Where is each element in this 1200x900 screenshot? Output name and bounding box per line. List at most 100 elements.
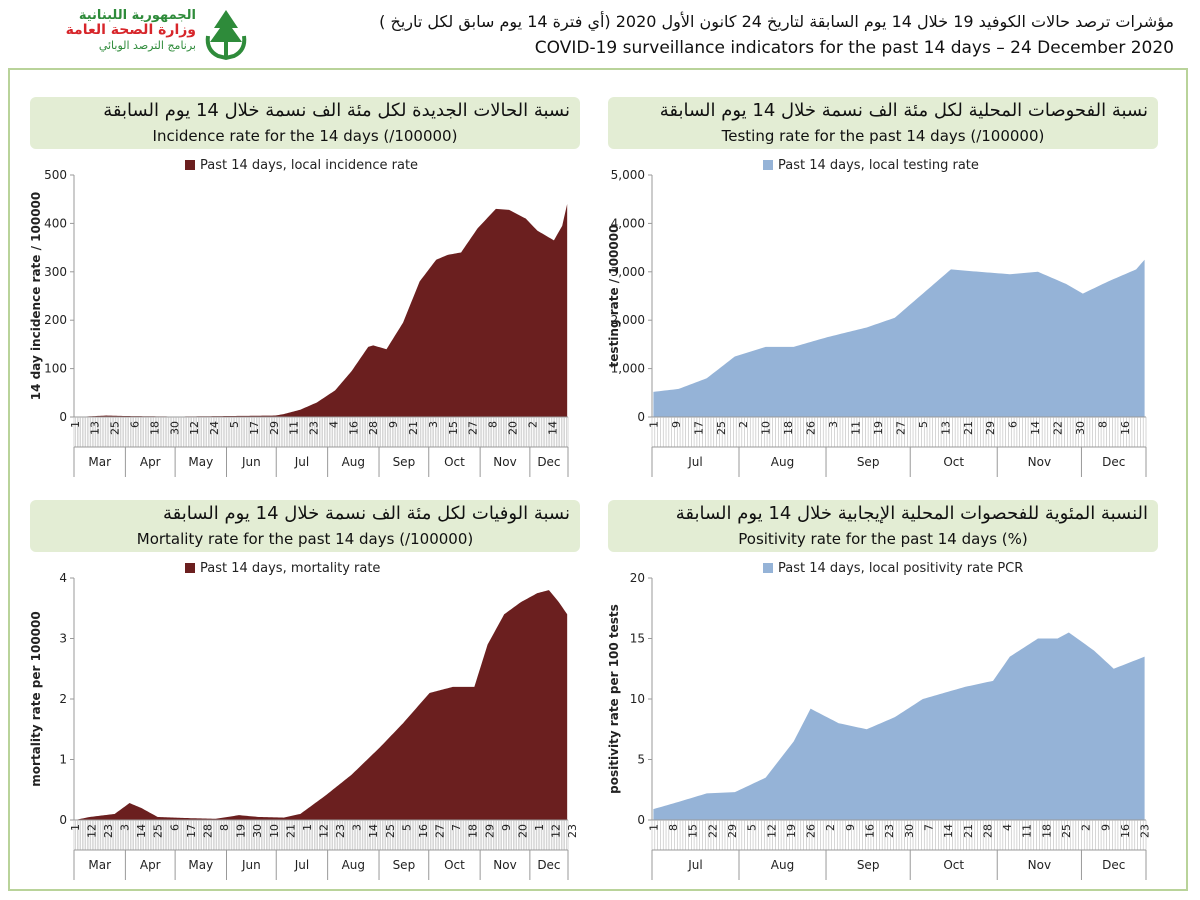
x-tick-label: 30 xyxy=(903,824,916,838)
panel-testing: نسبة الفحوصات المحلية لكل مئة الف نسمة خ… xyxy=(608,97,1158,492)
month-label: May xyxy=(188,858,213,872)
x-tick-label: 17 xyxy=(248,421,261,435)
x-tick-label: 12 xyxy=(85,824,98,838)
logo-line-program: برنامج الترصد الوبائي xyxy=(98,39,196,52)
logo-text: الجمهورية اللبنانية وزارة الصحة العامة ب… xyxy=(20,8,196,53)
x-tick-label: 12 xyxy=(188,421,201,435)
x-tick-label: 16 xyxy=(417,824,430,838)
legend-label: Past 14 days, local positivity rate PCR xyxy=(778,561,1023,576)
ministry-logo: الجمهورية اللبنانية وزارة الصحة العامة ب… xyxy=(20,6,260,64)
x-tick-label: 5 xyxy=(400,824,413,831)
y-tick-label: 2 xyxy=(59,692,67,706)
x-tick-label: 25 xyxy=(384,824,397,838)
x-tick-label: 11 xyxy=(288,421,301,435)
legend-label: Past 14 days, mortality rate xyxy=(200,561,380,576)
panel-title-english: Mortality rate for the past 14 days (/10… xyxy=(136,530,474,548)
panel-positivity: النسبة المئوية للفحصوات المحلية الإيجابي… xyxy=(608,500,1158,895)
cedar-hands-icon xyxy=(205,10,247,61)
legend-swatch xyxy=(763,563,773,573)
x-tick-label: 23 xyxy=(334,824,347,838)
y-tick-label: 300 xyxy=(44,265,67,279)
y-tick-label: 5 xyxy=(637,753,645,767)
x-tick-label: 17 xyxy=(692,421,705,435)
x-tick-label: 18 xyxy=(782,421,795,435)
header-title-arabic: مؤشرات ترصد حالات الكوفيد 19 خلال 14 يوم… xyxy=(379,12,1174,31)
x-tick-label: 2 xyxy=(737,421,750,428)
x-tick-label: 25 xyxy=(109,421,122,435)
x-tick-label: 16 xyxy=(864,824,877,838)
y-tick-label: 10 xyxy=(630,692,645,706)
panel-title-english: Positivity rate for the past 14 days (%) xyxy=(738,530,1028,548)
x-tick-label: 25 xyxy=(715,421,728,435)
legend-swatch xyxy=(185,160,195,170)
x-tick-label: 23 xyxy=(1139,824,1152,838)
x-tick-label: 3 xyxy=(827,421,840,428)
x-tick-label: 18 xyxy=(467,824,480,838)
x-day-ticks xyxy=(651,820,1147,850)
month-label: Dec xyxy=(1102,455,1125,469)
panel-title: النسبة المئوية للفحصوات المحلية الإيجابي… xyxy=(608,500,1158,552)
month-label: Oct xyxy=(444,858,465,872)
x-tick-label: 28 xyxy=(981,824,994,838)
dashboard-frame xyxy=(8,68,1188,891)
x-tick-label: 22 xyxy=(706,824,719,838)
y-tick-label: 15 xyxy=(630,632,645,646)
x-tick-label: 16 xyxy=(347,421,360,435)
x-tick-label: 5 xyxy=(917,421,930,428)
month-label: Aug xyxy=(771,858,794,872)
x-tick-label: 8 xyxy=(487,421,500,428)
y-tick-label: 1 xyxy=(59,753,67,767)
y-tick-label: 100 xyxy=(44,362,67,376)
x-tick-label: 1 xyxy=(647,421,660,428)
x-tick-label: 5 xyxy=(228,421,241,428)
series-area xyxy=(653,632,1145,820)
y-tick-label: 3,000 xyxy=(611,265,645,279)
x-tick-label: 27 xyxy=(434,824,447,838)
x-tick-label: 9 xyxy=(670,421,683,428)
month-label: Aug xyxy=(342,455,365,469)
x-tick-label: 6 xyxy=(129,421,142,428)
x-tick-label: 15 xyxy=(687,824,700,838)
y-tick-label: 1,000 xyxy=(611,362,645,376)
x-tick-label: 13 xyxy=(89,421,102,435)
month-label: Aug xyxy=(342,858,365,872)
x-tick-label: 18 xyxy=(1040,824,1053,838)
panel-title-arabic: النسبة المئوية للفحصوات المحلية الإيجابي… xyxy=(675,503,1148,524)
panel-incidence: نسبة الحالات الجديدة لكل مئة الف نسمة خل… xyxy=(30,97,580,492)
x-tick-label: 10 xyxy=(268,824,281,838)
y-tick-label: 4 xyxy=(59,571,67,585)
month-label: Oct xyxy=(444,455,465,469)
x-tick-label: 2 xyxy=(824,824,837,831)
x-tick-label: 3 xyxy=(427,421,440,428)
month-label: Jul xyxy=(687,858,702,872)
x-tick-label: 4 xyxy=(327,421,340,428)
month-label: Dec xyxy=(537,455,560,469)
month-label: Jul xyxy=(687,455,702,469)
x-tick-label: 30 xyxy=(251,824,264,838)
panel-mortality: نسبة الوفيات لكل مئة الف نسمة خلال 14 يو… xyxy=(30,500,580,895)
y-tick-label: 500 xyxy=(44,168,67,182)
legend-label: Past 14 days, local testing rate xyxy=(778,158,979,173)
month-label: Mar xyxy=(88,858,111,872)
panel-title: نسبة الحالات الجديدة لكل مئة الف نسمة خل… xyxy=(30,97,580,149)
y-tick-label: 2,000 xyxy=(611,313,645,327)
x-tick-label: 29 xyxy=(268,421,281,435)
x-tick-label: 19 xyxy=(872,421,885,435)
month-label: Sep xyxy=(857,858,880,872)
panel-title-english: Testing rate for the past 14 days (/1000… xyxy=(721,127,1045,145)
month-label: Jul xyxy=(294,455,309,469)
x-tick-label: 4 xyxy=(1001,824,1014,831)
x-tick-label: 7 xyxy=(922,824,935,831)
month-label: Jul xyxy=(294,858,309,872)
x-tick-label: 28 xyxy=(201,824,214,838)
y-tick-label: 4,000 xyxy=(611,216,645,230)
month-label: Apr xyxy=(140,455,161,469)
x-tick-label: 12 xyxy=(317,824,330,838)
x-tick-label: 29 xyxy=(984,421,997,435)
y-axis-label: positivity rate per 100 tests xyxy=(608,604,621,794)
x-day-ticks xyxy=(73,820,569,850)
month-label: Dec xyxy=(1102,858,1125,872)
x-tick-label: 28 xyxy=(367,421,380,435)
x-tick-label: 9 xyxy=(844,824,857,831)
